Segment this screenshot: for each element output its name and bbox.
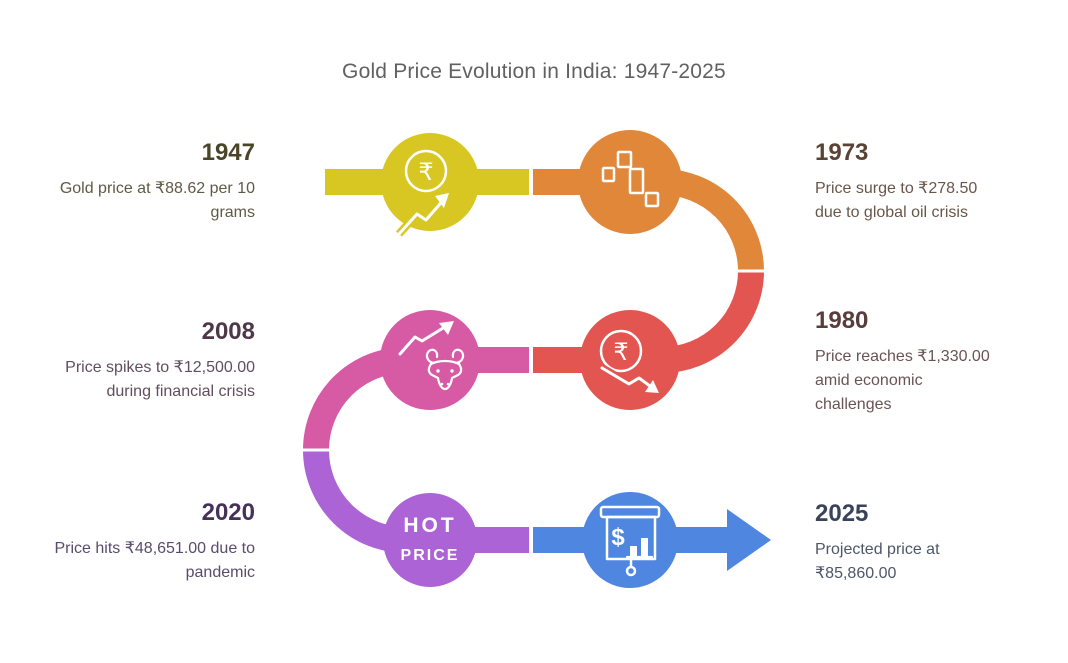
rupee-coin-rising-icon: ₹: [396, 149, 450, 237]
milestone-description: Gold price at ₹88.62 per 10 grams: [59, 179, 255, 221]
milestone-year: 1973: [815, 139, 869, 167]
node-1980: [580, 310, 680, 410]
node-2008: [380, 310, 480, 410]
milestone-year: 1980: [815, 307, 869, 335]
milestone-2025: 2025 Projected price at ₹85,860.00: [815, 500, 1000, 586]
node-1947: [381, 133, 479, 231]
milestone-2008: 2008 Price spikes to ₹12,500.00 during f…: [35, 318, 255, 404]
hot-label: HOT: [403, 514, 456, 537]
rupee-symbol: ₹: [418, 159, 433, 186]
dollar-symbol: $: [611, 524, 625, 551]
milestone-description: Projected price at ₹85,860.00: [815, 540, 940, 582]
milestone-1947: 1947 Gold price at ₹88.62 per 10 grams: [35, 139, 255, 225]
milestone-1973: 1973 Price surge to ₹278.50 due to globa…: [815, 139, 1000, 225]
milestone-1980: 1980 Price reaches ₹1,330.00 amid econom…: [815, 307, 1000, 417]
price-label: PRICE: [401, 547, 460, 564]
milestone-description: Price hits ₹48,651.00 due to pandemic: [54, 539, 255, 581]
milestone-year: 1947: [201, 139, 255, 167]
floating-blocks-icon: [601, 150, 660, 208]
milestone-year: 2008: [201, 318, 255, 346]
page-title: Gold Price Evolution in India: 1947-2025: [342, 60, 726, 83]
hot-price-badge: HOT PRICE: [401, 514, 460, 564]
milestone-2020: 2020 Price hits ₹48,651.00 due to pandem…: [35, 499, 255, 585]
bull-market-icon: [398, 321, 465, 391]
rupee-coin-falling-icon: ₹: [599, 329, 659, 393]
node-2020: [383, 493, 477, 587]
milestone-description: Price spikes to ₹12,500.00 during financ…: [65, 358, 255, 400]
milestone-description: Price reaches ₹1,330.00 amid economic ch…: [815, 347, 990, 413]
milestone-year: 2025: [815, 500, 869, 528]
timeline-end-arrowhead: [727, 509, 771, 571]
presentation-chart-icon: $: [599, 505, 661, 577]
milestone-year: 2020: [201, 499, 255, 527]
rupee-symbol: ₹: [613, 339, 628, 366]
milestone-description: Price surge to ₹278.50 due to global oil…: [815, 179, 978, 221]
